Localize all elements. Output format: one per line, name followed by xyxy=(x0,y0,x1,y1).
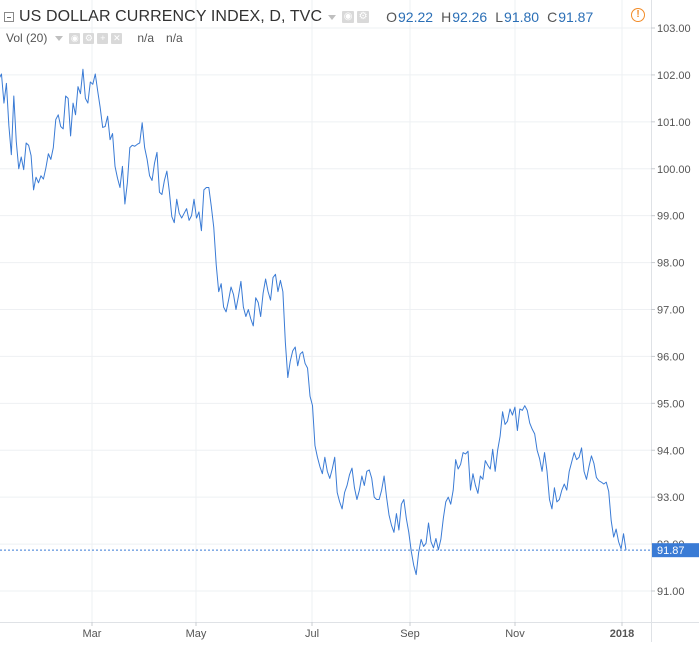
x-tick-label: Nov xyxy=(505,628,525,640)
x-tick-label: Sep xyxy=(400,628,420,640)
price-series-line xyxy=(0,68,627,576)
high-key: H xyxy=(441,9,452,25)
volume-ma-value: n/a xyxy=(166,31,183,45)
y-tick-label: 91.00 xyxy=(657,586,685,598)
y-tick-label: 99.00 xyxy=(657,211,685,223)
close-key: C xyxy=(547,9,558,25)
y-tick-label: 97.00 xyxy=(657,305,685,317)
y-tick-label: 94.00 xyxy=(657,445,685,457)
open-value: 92.22 xyxy=(398,9,434,25)
x-tick-label: Jul xyxy=(305,628,319,640)
y-tick-label: 93.00 xyxy=(657,492,685,504)
alert-icon[interactable]: ! xyxy=(631,8,645,22)
volume-eye-icon[interactable]: ◉ xyxy=(69,32,81,44)
low-value: 91.80 xyxy=(504,9,540,25)
x-tick-label: 2018 xyxy=(610,628,634,640)
last-price-label: 91.87 xyxy=(657,545,685,557)
y-tick-label: 101.00 xyxy=(657,117,691,129)
y-tick-label: 98.00 xyxy=(657,258,685,270)
volume-chevron-down-icon[interactable] xyxy=(55,35,64,41)
collapse-legend-icon[interactable] xyxy=(4,12,14,22)
x-tick-label: Mar xyxy=(83,628,102,640)
volume-plus-icon[interactable]: + xyxy=(97,32,109,44)
chevron-down-icon[interactable] xyxy=(328,14,337,20)
volume-value: n/a xyxy=(137,31,155,45)
eye-icon[interactable]: ◉ xyxy=(342,11,355,23)
ohlc-values: O 92.22 H 92.26 L 91.80 C 91.87 xyxy=(378,9,593,25)
volume-legend: Vol (20) ◉ ⚙ + ✕ n/a n/a xyxy=(0,30,183,46)
high-value: 92.26 xyxy=(452,9,488,25)
x-tick-label: May xyxy=(186,628,207,640)
close-value: 91.87 xyxy=(558,9,594,25)
y-tick-label: 100.00 xyxy=(657,164,691,176)
y-tick-label: 96.00 xyxy=(657,351,685,363)
open-key: O xyxy=(386,9,398,25)
gear-icon[interactable]: ⚙ xyxy=(357,11,370,23)
y-tick-label: 95.00 xyxy=(657,398,685,410)
last-price-label-bg xyxy=(652,543,699,558)
volume-close-icon[interactable]: ✕ xyxy=(111,32,123,44)
volume-label[interactable]: Vol (20) xyxy=(6,31,48,45)
volume-gear-icon[interactable]: ⚙ xyxy=(83,32,95,44)
y-tick-label: 103.00 xyxy=(657,23,691,35)
symbol-title[interactable]: US DOLLAR CURRENCY INDEX, D, TVC xyxy=(19,8,323,25)
y-tick-label: 102.00 xyxy=(657,70,691,82)
symbol-legend: US DOLLAR CURRENCY INDEX, D, TVC ◉ ⚙ O 92… xyxy=(0,7,593,27)
low-key: L xyxy=(495,9,504,25)
